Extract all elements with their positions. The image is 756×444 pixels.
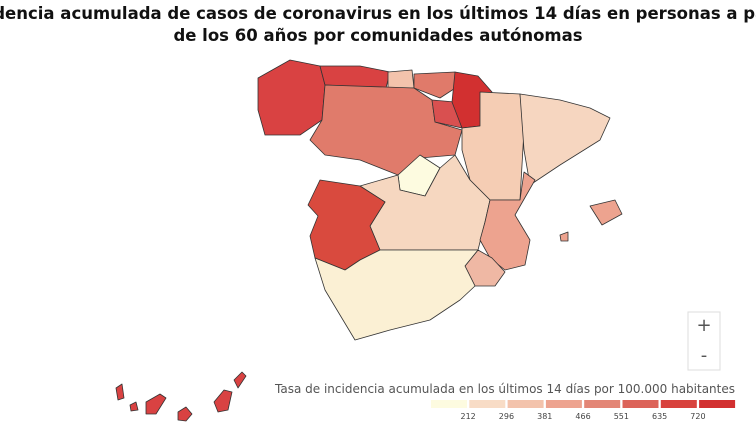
legend-tick-label: 381 (537, 412, 552, 421)
legend-swatch (660, 400, 697, 408)
zoom-box (687, 311, 721, 371)
title-line: de los 60 años por comunidades autónomas (173, 26, 582, 45)
region (519, 93, 611, 186)
legend-swatch (507, 400, 544, 408)
region (309, 84, 463, 176)
region (177, 406, 193, 422)
legend-title: Tasa de incidencia acumulada en los últi… (274, 382, 735, 396)
region (319, 65, 391, 89)
title-line: Incidencia acumulada de casos de coronav… (0, 4, 756, 23)
region (413, 71, 461, 99)
region (314, 249, 479, 341)
legend-tick-label: 720 (690, 412, 705, 421)
legend-swatch (699, 400, 736, 408)
region (115, 383, 125, 401)
region (387, 69, 415, 89)
legend: 212 296 381 466 551 635 720 (431, 400, 736, 421)
region (233, 371, 247, 389)
region (145, 393, 167, 415)
legend-tick-label: 212 (461, 412, 476, 421)
region (257, 59, 326, 136)
legend-swatch (622, 400, 659, 408)
region (129, 401, 139, 412)
legend-swatch (545, 400, 582, 408)
legend-swatch (584, 400, 621, 408)
region (589, 199, 623, 226)
map (115, 59, 623, 422)
legend-tick-label: 551 (614, 412, 629, 421)
legend-tick-label: 466 (575, 412, 590, 421)
zoom-control: + - (687, 311, 721, 371)
region (479, 171, 536, 271)
legend-swatch (431, 400, 467, 408)
region (559, 231, 569, 242)
region (213, 389, 233, 413)
legend-tick-label: 635 (652, 412, 667, 421)
legend-tick-label: 296 (499, 412, 514, 421)
zoom-in[interactable]: + (696, 315, 711, 336)
zoom-out[interactable]: - (701, 345, 708, 366)
legend-swatch (469, 400, 506, 408)
